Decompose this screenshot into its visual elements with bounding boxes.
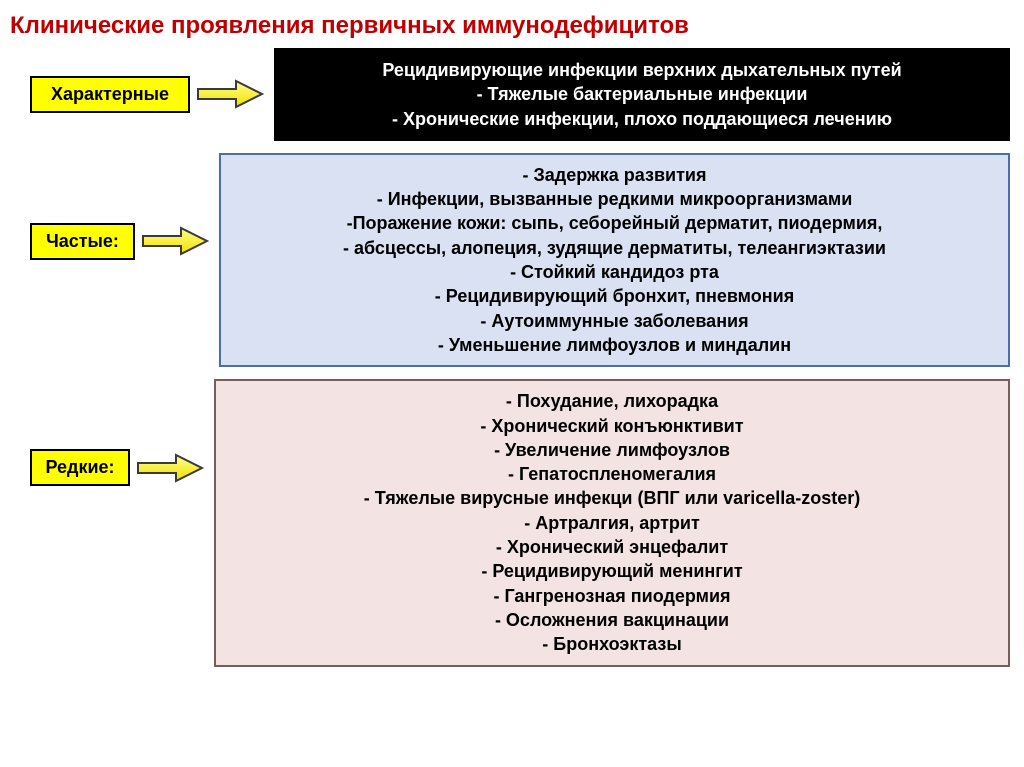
content-line: - Рецидивирующий бронхит, пневмония — [231, 284, 998, 308]
page-title: Клинические проявления первичных иммунод… — [0, 0, 1024, 48]
row-frequent: Частые: - Задержка развития - Инфекции, … — [0, 153, 1024, 367]
label-rare: Редкие: — [30, 449, 130, 486]
content-line: - Артралгия, артрит — [226, 511, 998, 535]
label-characteristic: Характерные — [30, 76, 190, 113]
content-line: - Гангренозная пиодермия — [226, 584, 998, 608]
content-line: - Аутоиммунные заболевания — [231, 309, 998, 333]
content-line: - абсцессы, алопеция, зудящие дерматиты,… — [231, 236, 998, 260]
content-line: - Бронхоэктазы — [226, 632, 998, 656]
content-line: - Увеличение лимфоузлов — [226, 438, 998, 462]
content-line: -Поражение кожи: сыпь, себорейный дермат… — [231, 211, 998, 235]
row-rare: Редкие: - Похудание, лихорадка - Хрониче… — [0, 379, 1024, 666]
content-line: - Хронический энцефалит — [226, 535, 998, 559]
content-characteristic: Рецидивирующие инфекции верхних дыхатель… — [274, 48, 1010, 141]
arrow-icon — [136, 453, 206, 483]
content-rare: - Похудание, лихорадка - Хронический кон… — [214, 379, 1010, 666]
content-line: - Похудание, лихорадка — [226, 389, 998, 413]
content-line: - Хронические инфекции, плохо поддающиес… — [286, 107, 998, 131]
content-line: - Задержка развития — [231, 163, 998, 187]
row-characteristic: Характерные Рецидивирующие инфекции верх… — [0, 48, 1024, 141]
content-line: - Уменьшение лимфоузлов и миндалин — [231, 333, 998, 357]
content-line: - Тяжелые бактериальные инфекции — [286, 82, 998, 106]
content-line: - Хронический конъюнктивит — [226, 414, 998, 438]
arrow-icon — [196, 79, 266, 109]
content-line: - Инфекции, вызванные редкими микроорган… — [231, 187, 998, 211]
label-frequent: Частые: — [30, 223, 135, 260]
content-line: Рецидивирующие инфекции верхних дыхатель… — [286, 58, 998, 82]
content-frequent: - Задержка развития - Инфекции, вызванны… — [219, 153, 1010, 367]
content-line: - Гепатоспленомегалия — [226, 462, 998, 486]
content-line: - Осложнения вакцинации — [226, 608, 998, 632]
content-line: - Тяжелые вирусные инфекци (ВПГ или vari… — [226, 486, 998, 510]
content-line: - Рецидивирующий менингит — [226, 559, 998, 583]
arrow-icon — [141, 226, 211, 256]
content-line: - Стойкий кандидоз рта — [231, 260, 998, 284]
